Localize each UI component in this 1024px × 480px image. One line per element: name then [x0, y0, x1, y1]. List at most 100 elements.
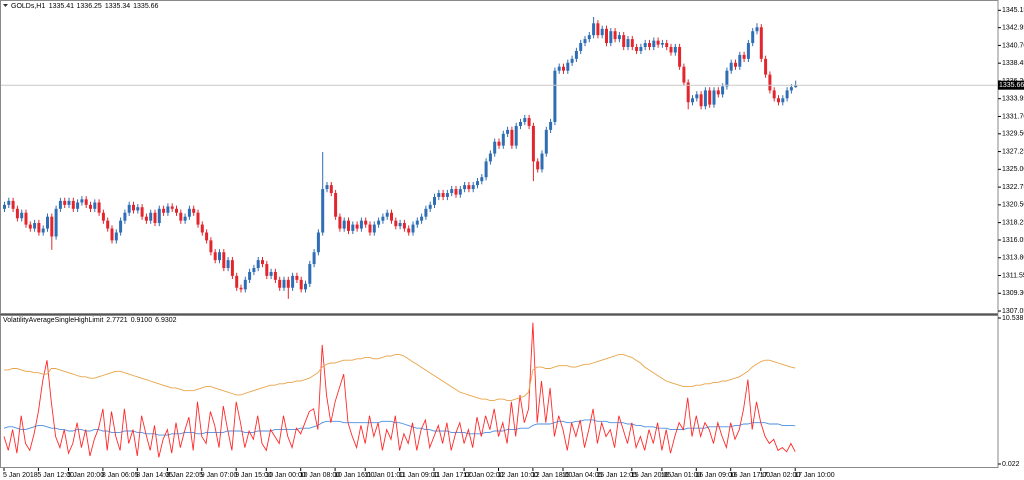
last-high: 1336.25 [77, 3, 102, 10]
candle-body [574, 50, 578, 59]
candle-body [433, 196, 436, 205]
candle-body [660, 43, 664, 45]
candle-body [751, 31, 755, 44]
y-tick-label: 1338.45 [1002, 60, 1024, 67]
candle-body [192, 208, 196, 213]
candle-body [673, 46, 677, 53]
candle-body [527, 118, 531, 126]
x-tick-label: 10 Jan 16:00 [334, 472, 375, 479]
candle-body [519, 121, 522, 126]
candle-body [635, 46, 639, 51]
candle-body [355, 224, 359, 229]
candle-body [428, 204, 432, 209]
candle-body [187, 208, 191, 217]
y-tick-label: 1322.75 [1002, 184, 1024, 191]
candle-body [329, 185, 333, 194]
candle-body [261, 260, 264, 265]
candle-body [617, 35, 621, 40]
candle-body [7, 200, 11, 205]
candle-body [652, 40, 656, 47]
candle-body [777, 98, 780, 103]
candle-body [390, 212, 393, 221]
candle-body [37, 223, 41, 233]
candle-body [411, 224, 415, 233]
candle-body [67, 200, 71, 205]
indicator-title: VolatilityAverageSingleHighLimit [3, 317, 103, 324]
candle-body [222, 252, 226, 269]
y-tick-label: 1316.05 [1002, 237, 1024, 244]
candle-body [501, 133, 505, 146]
y-tick-label: 1307.05 [1002, 308, 1024, 315]
x-tick-label: 10 Jan 08:00 [300, 472, 341, 479]
candle-body [291, 275, 295, 288]
candle-body [252, 268, 256, 272]
candle-body [209, 240, 213, 253]
readout: 0.9100 [131, 317, 153, 324]
x-tick-label: 17 Jan 02:00 [760, 472, 801, 479]
x-tick-label: 9 Jan 15:00 [235, 472, 272, 479]
candle-body [450, 189, 454, 194]
candle-body [480, 177, 484, 182]
y-tick-label: 1331.70 [1002, 113, 1024, 120]
candle-body [278, 279, 282, 288]
candle-body [351, 224, 355, 231]
candle-body [531, 125, 535, 162]
candle-body [493, 141, 497, 154]
candle-body [316, 232, 320, 253]
candle-body [467, 185, 471, 190]
candle-body [729, 62, 733, 71]
last-open: 1335.41 [49, 3, 74, 10]
candle-body [325, 185, 329, 190]
candle-body [781, 98, 785, 103]
candle-body [648, 43, 651, 47]
candle-body [140, 207, 144, 217]
candle-body [41, 228, 45, 233]
candle-body [454, 189, 458, 195]
last-low: 1335.34 [105, 3, 130, 10]
candle-body [153, 212, 157, 224]
candle-body [437, 193, 441, 197]
candle-body [218, 252, 221, 261]
candle-body [678, 46, 682, 67]
last-close: 1335.66 [133, 3, 158, 10]
candle-body [695, 94, 699, 99]
x-tick-label: 5 Jan 2018 [3, 472, 38, 479]
readout: 6.9302 [155, 317, 177, 324]
candle-body [196, 212, 200, 225]
x-tick-label: 10 Jan 00:00 [265, 472, 306, 479]
candle-body [282, 279, 286, 288]
candle-body [738, 54, 742, 67]
candle-body [28, 224, 32, 229]
candle-body [321, 189, 325, 233]
candle-body [557, 66, 561, 71]
candle-body [136, 207, 140, 211]
candle-body [639, 46, 643, 51]
candle-body [476, 181, 479, 186]
candle-body [703, 90, 707, 107]
candle-body [523, 118, 527, 122]
candle-body [372, 224, 376, 233]
candle-body [101, 212, 105, 221]
candle-body [11, 200, 15, 209]
candle-body [342, 220, 346, 229]
candle-body [308, 264, 312, 284]
candle-body [497, 141, 501, 146]
candle-body [789, 87, 793, 91]
candle-body [106, 220, 110, 229]
x-tick-label: 5 Jan 12:00 [37, 472, 74, 479]
candle-body [540, 153, 544, 170]
candle-body [286, 279, 290, 288]
candle-body [622, 35, 626, 47]
candle-body [755, 27, 759, 32]
candle-body [785, 90, 789, 99]
candle-body [235, 275, 239, 288]
candle-body [295, 275, 299, 280]
menu-arrow[interactable] [3, 4, 8, 7]
candle-body [587, 35, 591, 40]
y-tick-label: 1329.50 [1002, 131, 1024, 138]
candle-body [149, 212, 153, 221]
candle-body [33, 223, 37, 229]
candle-body [742, 54, 746, 59]
x-tick-label: 16 Jan 09:00 [695, 472, 736, 479]
candle-body [712, 90, 716, 105]
